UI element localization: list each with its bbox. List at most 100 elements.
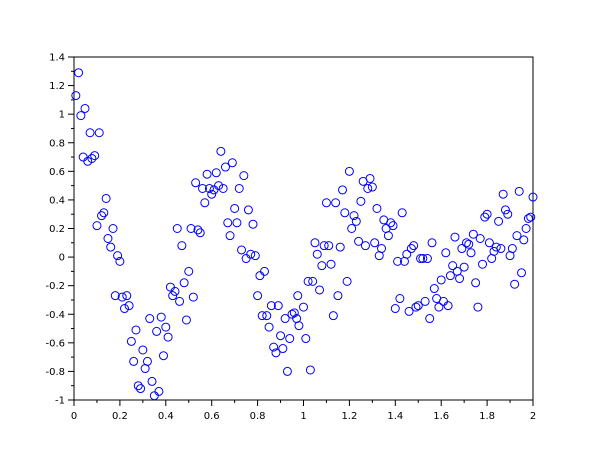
data-point <box>402 249 412 259</box>
data-point <box>383 231 393 241</box>
data-point <box>278 344 288 354</box>
data-point <box>294 321 304 331</box>
data-point <box>168 291 178 301</box>
data-point <box>149 391 159 401</box>
data-point <box>154 386 164 396</box>
data-point <box>230 203 240 213</box>
data-point <box>188 292 198 302</box>
data-point <box>438 296 448 306</box>
data-point <box>443 301 453 311</box>
x-tick-label: 0 <box>71 411 77 422</box>
data-point <box>193 225 203 235</box>
data-point <box>243 205 253 215</box>
data-point <box>393 256 403 266</box>
data-point <box>411 302 421 312</box>
data-point <box>441 248 451 258</box>
data-point <box>317 261 327 271</box>
data-point <box>521 224 531 233</box>
data-point <box>395 294 405 304</box>
data-point <box>204 183 214 193</box>
data-point <box>255 271 265 281</box>
data-point <box>191 178 201 188</box>
data-point <box>517 268 527 278</box>
data-point <box>347 224 357 233</box>
data-point <box>94 128 104 138</box>
y-tick-label: -0.8 <box>45 367 65 378</box>
data-point <box>445 271 455 281</box>
data-point <box>434 302 444 312</box>
data-point <box>202 169 212 179</box>
data-point <box>409 241 419 251</box>
data-point <box>429 284 439 294</box>
data-point <box>523 213 533 223</box>
data-point <box>97 211 107 221</box>
data-point <box>76 111 86 121</box>
data-point <box>106 242 116 252</box>
data-point <box>413 301 423 311</box>
data-point <box>344 166 354 176</box>
data-point <box>172 224 182 233</box>
data-point <box>161 322 171 332</box>
data-point <box>354 236 364 246</box>
data-point <box>259 266 269 276</box>
y-tick-label: 0.2 <box>49 224 65 235</box>
data-point <box>303 276 313 286</box>
y-tick-label: 1 <box>59 110 65 121</box>
data-point <box>478 259 488 269</box>
data-point <box>124 301 134 311</box>
data-point <box>494 216 504 226</box>
data-point <box>152 326 162 336</box>
y-tick-label: -1 <box>55 396 65 407</box>
data-point <box>138 345 148 355</box>
data-point <box>90 151 100 161</box>
data-point <box>365 173 375 183</box>
data-point <box>115 256 125 266</box>
data-point <box>163 332 173 342</box>
data-point <box>170 286 180 296</box>
data-point <box>512 231 522 241</box>
data-point <box>184 266 194 276</box>
data-point <box>482 209 492 219</box>
data-point <box>468 229 478 239</box>
data-point <box>266 301 276 311</box>
data-point <box>126 336 136 346</box>
data-point <box>377 244 387 254</box>
data-point <box>133 381 143 391</box>
data-point <box>253 291 263 301</box>
data-point <box>386 218 396 228</box>
data-point <box>293 291 303 301</box>
data-point <box>315 285 325 295</box>
data-point <box>496 244 506 254</box>
data-point <box>246 249 256 259</box>
data-point <box>491 242 501 252</box>
data-point <box>257 311 267 321</box>
data-point <box>87 153 97 163</box>
data-point <box>218 183 228 193</box>
data-point <box>186 224 196 233</box>
data-point <box>500 205 510 215</box>
data-point <box>129 356 139 366</box>
data-point <box>179 278 189 288</box>
data-point <box>425 314 435 324</box>
data-point <box>427 238 437 248</box>
data-point <box>269 342 279 352</box>
data-point <box>227 158 237 168</box>
data-point <box>367 182 377 192</box>
data-point <box>262 311 272 321</box>
x-tick-label: 0.2 <box>112 411 128 422</box>
data-point <box>248 219 258 229</box>
data-point <box>310 238 320 248</box>
data-point <box>319 241 329 251</box>
data-point <box>276 331 286 341</box>
data-point <box>92 221 102 231</box>
data-point <box>333 291 343 301</box>
data-point <box>370 238 380 248</box>
data-point <box>80 103 90 113</box>
data-point <box>519 235 529 245</box>
data-point <box>181 315 191 325</box>
data-point <box>331 198 341 208</box>
data-point <box>271 348 281 358</box>
y-tick-label: 0.6 <box>49 167 65 178</box>
y-tick-label: -0.2 <box>45 281 65 292</box>
data-point <box>211 168 221 178</box>
